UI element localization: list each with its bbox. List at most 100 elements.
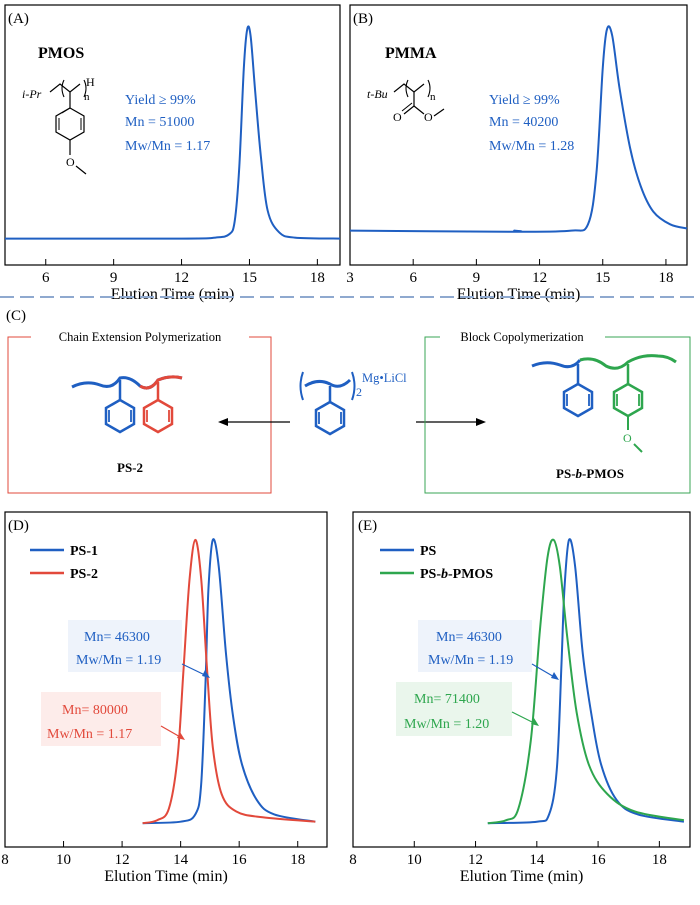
pmos-backbone [49, 83, 81, 93]
panel-d-legend: PS-1 PS-2 [30, 544, 98, 582]
chart-panel-b: 3 6 9 12 15 18 Elution Time (min) [346, 25, 688, 303]
reagent-label: Mg•LiCl [362, 371, 407, 385]
x-tick-label-a-2: 12 [174, 270, 189, 286]
pmos-h: H [86, 75, 95, 89]
scheme-right-box: Block Copolymerization O PS-b-PMOS [424, 328, 691, 494]
legend-label-ps: PS [420, 544, 437, 559]
series-line-e-0 [487, 538, 685, 825]
d-blue-mn: Mn= 46300 [84, 630, 150, 645]
panel-label-c: (C) [6, 308, 26, 324]
d-blue-pointer [181, 663, 208, 677]
x-tick-label-d-3: 14 [173, 852, 189, 868]
x-tick-label-b-5: 18 [658, 270, 673, 286]
pmos-brackets [61, 79, 87, 98]
panel-label-d: (D) [8, 518, 29, 534]
pmos-mn: Mn = 51000 [125, 115, 194, 130]
x-tick-label-b-3: 12 [532, 270, 547, 286]
x-tick-label-e-5: 18 [652, 852, 667, 868]
ps2-backbone-red [139, 375, 183, 390]
psb-backbone-green [579, 354, 677, 370]
panel-e-annotation-green: Mn= 71400 Mw/Mn = 1.20 [396, 682, 539, 736]
pmma-co-double [401, 102, 413, 112]
reagent-bracket-left [299, 371, 304, 401]
e-green-mn: Mn= 71400 [414, 692, 480, 707]
x-tick-label-d-0: 8 [1, 852, 9, 868]
x-tick-label-b-4: 15 [595, 270, 610, 286]
psb-methyl [633, 443, 643, 453]
d-red-pointer-head [177, 732, 185, 740]
x-tick-label-b-2: 9 [473, 270, 481, 286]
legend-label-ps1: PS-1 [70, 544, 98, 559]
scheme-reagent: 2 Mg•LiCl [218, 371, 486, 436]
pmos-methyl [75, 165, 87, 175]
x-tick-label-d-5: 18 [290, 852, 305, 868]
e-blue-dispersity: Mw/Mn = 1.19 [428, 653, 513, 668]
panel-a-frame [4, 4, 341, 266]
pmma-yield: Yield ≥ 99% [489, 93, 560, 108]
x-tick-label-d-2: 12 [115, 852, 130, 868]
legend-label-psb: PS-b-PMOS [420, 567, 493, 582]
series-line-e-1 [487, 538, 685, 825]
series-line-d-1 [142, 538, 316, 825]
panel-b-annotation: Yield ≥ 99% Mn = 40200 Mw/Mn = 1.28 [489, 93, 574, 154]
panel-label-a: (A) [8, 11, 29, 27]
x-tick-label-b-0: 3 [346, 270, 354, 286]
annotation-box-blue-e [418, 620, 532, 672]
pmos-ring [55, 107, 85, 141]
pmma-mn: Mn = 40200 [489, 115, 558, 130]
x-tick-label-a-3: 15 [242, 270, 257, 286]
pmma-name: PMMA [385, 45, 437, 62]
series-line-a-0 [4, 25, 341, 240]
panel-e-annotation-blue: Mn= 46300 Mw/Mn = 1.19 [418, 620, 559, 680]
pmos-oxygen: O [66, 155, 75, 169]
psb-oxygen: O [623, 431, 632, 445]
psb-ring-green-double [616, 383, 640, 406]
block-copolymerization-title: Block Copolymerization [460, 330, 584, 344]
x-tick-label-a-0: 6 [42, 270, 50, 286]
reagent-subscript: 2 [356, 385, 362, 399]
pmos-end-group: i-Pr [22, 87, 42, 101]
pmos-dispersity: Mw/Mn = 1.17 [125, 139, 210, 154]
ps2-ring-red-double [146, 399, 170, 422]
pmos-name: PMOS [38, 45, 84, 62]
panel-d-annotation-red: Mn= 80000 Mw/Mn = 1.17 [41, 692, 185, 746]
series-line-b-0 [349, 25, 688, 233]
pmma-dispersity: Mw/Mn = 1.28 [489, 139, 574, 154]
x-tick-label-b-1: 6 [409, 270, 417, 286]
reagent-ring-double [318, 401, 342, 424]
x-axis-label-e: Elution Time (min) [460, 868, 584, 885]
arrow-right-head [476, 418, 486, 426]
x-axis-label-d: Elution Time (min) [104, 868, 228, 885]
annotation-box-red-d [41, 692, 161, 746]
pmma-ester [413, 105, 425, 115]
pmma-end-group: t-Bu [367, 87, 388, 101]
panel-e-legend: PS PS-b-PMOS [380, 544, 493, 582]
chart-panel-e: 8 10 12 14 16 18 Elution Time (min) [349, 538, 685, 885]
e-blue-mn: Mn= 46300 [436, 630, 502, 645]
psb-backbone-blue [531, 359, 582, 369]
reagent-ring [314, 400, 346, 436]
pmos-yield: Yield ≥ 99% [125, 93, 196, 108]
chain-extension-title: Chain Extension Polymerization [59, 330, 222, 344]
block-copolymerization-title-bg [440, 328, 605, 346]
e-blue-pointer [531, 663, 557, 679]
pmma-n: n [430, 91, 436, 103]
ps2-ring-blue-double [108, 399, 132, 422]
x-tick-label-e-0: 8 [349, 852, 357, 868]
pmma-methyl [433, 108, 445, 117]
x-tick-label-e-3: 14 [529, 852, 545, 868]
annotation-box-green-e [396, 682, 512, 736]
e-green-pointer-head [531, 718, 539, 726]
pmos-n: n [84, 91, 90, 103]
x-tick-label-e-2: 12 [468, 852, 483, 868]
psb-ring-green [612, 382, 644, 418]
chain-extension-title-bg [31, 328, 249, 346]
pmma-oxygen-1: O [393, 110, 402, 124]
d-blue-dispersity: Mw/Mn = 1.19 [76, 653, 161, 668]
ps2-ring-blue [104, 398, 136, 434]
x-axis-label-a: Elution Time (min) [111, 286, 235, 303]
x-tick-label-d-4: 16 [232, 852, 248, 868]
x-tick-label-a-4: 18 [310, 270, 325, 286]
d-blue-pointer-head [202, 670, 210, 678]
x-tick-label-d-1: 10 [56, 852, 71, 868]
